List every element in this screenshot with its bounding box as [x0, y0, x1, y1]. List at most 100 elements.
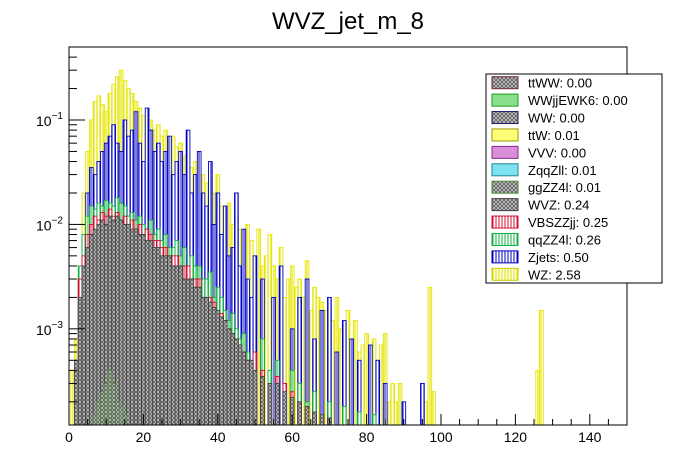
bar-ggzz4l [107, 369, 113, 426]
bar-wvz [211, 307, 217, 426]
bar-wvz [219, 316, 224, 426]
bar-wz [371, 338, 377, 426]
x-tick-label: 0 [65, 429, 73, 445]
x-tick-label: 60 [284, 429, 300, 445]
bar-wvz [89, 234, 94, 426]
bar-wvz [129, 228, 135, 426]
legend-label: ttW: 0.01 [528, 128, 580, 143]
bar-wvz [144, 240, 150, 426]
bar-wz [308, 310, 314, 426]
bar-wvz [312, 411, 317, 426]
bar-wvz [122, 223, 128, 426]
legend-swatch [491, 145, 519, 159]
bar-wvz [155, 247, 161, 426]
bar-wz [431, 391, 436, 426]
legend-swatch [491, 93, 519, 107]
legend-swatch [491, 215, 519, 229]
legend-label: ttWW: 0.00 [528, 76, 592, 91]
bar-wz [539, 310, 544, 426]
bar-wvz [77, 296, 83, 426]
histogram-bars [70, 69, 544, 426]
x-tick-label: 140 [578, 429, 602, 445]
legend-label: WW: 0.00 [528, 111, 585, 126]
bar-wvz [126, 223, 131, 426]
legend-swatch [491, 267, 519, 281]
bar-ggzz4l [115, 401, 120, 426]
bar-wz [315, 296, 321, 426]
bar-wz [423, 401, 429, 426]
bar-wvz [226, 328, 232, 426]
bar-wvz [215, 310, 221, 426]
legend-label: Zjets: 0.50 [528, 250, 589, 265]
bar-zjets [375, 359, 381, 426]
legend-box [485, 73, 663, 284]
bar-wvz [193, 286, 198, 426]
bar-wz [286, 278, 291, 426]
y-tick-label: 10−2 [36, 215, 63, 233]
x-tick-label: 100 [429, 429, 453, 445]
bar-wvz [133, 228, 139, 426]
bar-wz [386, 401, 392, 426]
bar-zjets [368, 344, 373, 426]
bar-wvz [260, 376, 265, 426]
bar-wvz [189, 278, 195, 426]
bar-wz [263, 255, 269, 426]
bar-wvz [152, 247, 157, 426]
bar-wz [390, 382, 395, 426]
legend-swatch [491, 232, 519, 246]
bar-wz [256, 228, 262, 426]
legend-label: ZqqZll: 0.01 [528, 163, 597, 178]
bar-wvz [85, 247, 90, 426]
bar-wvz [96, 223, 102, 426]
bar-wvz [245, 359, 250, 426]
bar-wvz [304, 406, 310, 426]
bar-wvz [196, 286, 202, 426]
legend-label: qqZZ4l: 0.26 [528, 232, 601, 247]
bar-wvz [204, 296, 209, 426]
bar-wvz [248, 359, 254, 426]
bar-qqzz4l [356, 411, 362, 426]
bar-wvz [222, 320, 228, 426]
bar-wz [70, 369, 76, 426]
bar-ggzz4l [96, 401, 102, 426]
bar-wvz [167, 255, 172, 426]
bar-zjets [349, 338, 355, 426]
bar-wvz [137, 234, 142, 426]
bar-wz [353, 320, 358, 426]
bar-wvz [282, 391, 288, 426]
legend-swatch [491, 163, 519, 177]
x-tick-label: 20 [136, 429, 152, 445]
legend-label: WVZ: 0.24 [528, 198, 589, 213]
bar-wz [301, 296, 306, 426]
bar-ggzz4l [103, 382, 109, 426]
chart-title: WVZ_jet_m_8 [272, 8, 424, 35]
bar-wz [338, 328, 343, 426]
bar-wz [293, 286, 299, 426]
bar-zjets [334, 351, 340, 426]
bar-ggzz4l [92, 414, 98, 426]
legend-label: ggZZ4l: 0.01 [528, 180, 601, 195]
bar-wz [427, 286, 433, 426]
bar-zjets [382, 382, 388, 426]
legend-swatch [491, 250, 519, 264]
bar-wz [360, 344, 366, 426]
bar-wvz [141, 234, 146, 426]
legend-label: VVV: 0.00 [528, 145, 586, 160]
bar-ggzz4l [100, 391, 105, 426]
legend-swatch [491, 180, 519, 194]
bar-wvz [92, 228, 98, 426]
bar-zjets [319, 310, 325, 426]
bar-wz [535, 369, 541, 426]
legend: ttWW: 0.00 WWjjEWK6: 0.00 WW: 0.00 ttW: 0.0… [485, 73, 663, 284]
bar-qqzz4l [371, 414, 377, 426]
legend-swatch [491, 198, 519, 212]
bar-wvz [200, 296, 206, 426]
bar-wz [323, 310, 328, 426]
bar-wvz [237, 344, 243, 426]
bar-wvz [115, 215, 120, 426]
series-wvz [74, 215, 332, 426]
bar-wvz [234, 338, 239, 426]
x-tick-label: 80 [359, 429, 375, 445]
legend-label: WWjjEWK6: 0.00 [528, 93, 628, 108]
